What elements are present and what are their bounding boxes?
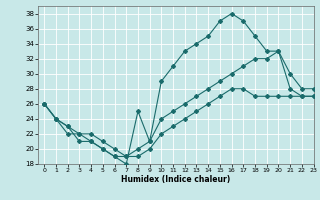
X-axis label: Humidex (Indice chaleur): Humidex (Indice chaleur) bbox=[121, 175, 231, 184]
